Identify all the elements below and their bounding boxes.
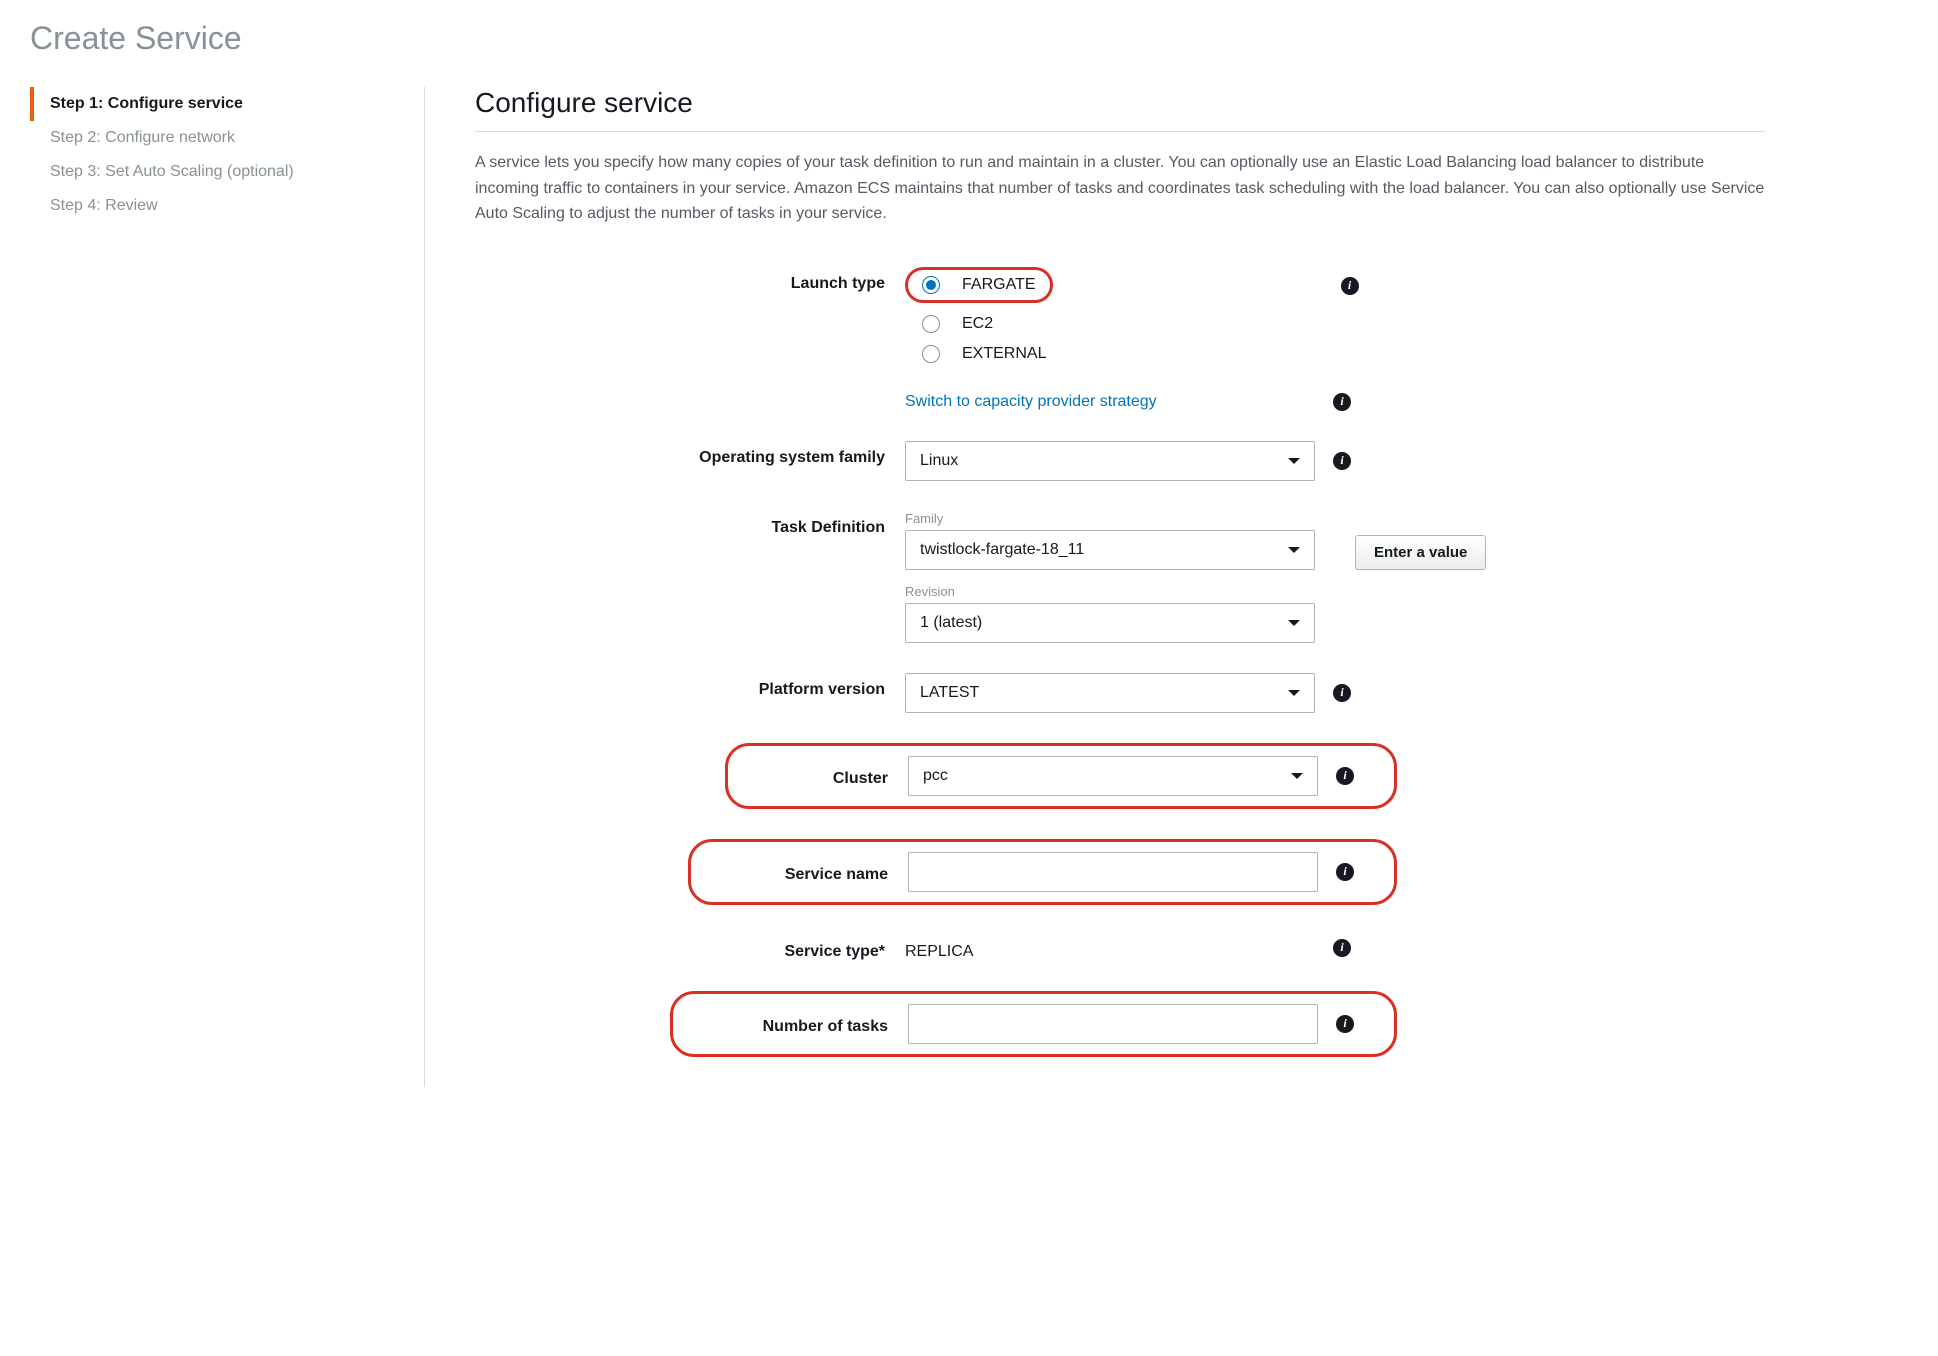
number-of-tasks-input[interactable]: [908, 1004, 1318, 1044]
capacity-provider-link[interactable]: Switch to capacity provider strategy: [905, 393, 1315, 411]
os-family-value: Linux: [920, 452, 958, 470]
radio-external-label: EXTERNAL: [962, 345, 1046, 363]
launch-type-radio-group: FARGATE EC2 EXTERNAL: [905, 267, 1053, 363]
cluster-highlight: Cluster pcc i: [725, 743, 1397, 809]
launch-type-label: Launch type: [475, 267, 905, 293]
main-content: Configure service A service lets you spe…: [425, 87, 1765, 1087]
enter-value-button[interactable]: Enter a value: [1355, 535, 1486, 570]
chevron-down-icon: [1291, 773, 1303, 779]
launch-type-fargate-highlight: FARGATE: [905, 267, 1053, 303]
chevron-down-icon: [1288, 547, 1300, 553]
step-configure-service[interactable]: Step 1: Configure service: [30, 87, 404, 121]
step-review[interactable]: Step 4: Review: [30, 189, 404, 223]
number-of-tasks-highlight: Number of tasks i: [670, 991, 1397, 1057]
info-icon[interactable]: i: [1333, 939, 1351, 957]
info-icon[interactable]: i: [1336, 767, 1354, 785]
family-sublabel: Family: [905, 511, 1315, 526]
page-title: Create Service: [30, 20, 1908, 57]
info-icon[interactable]: i: [1336, 863, 1354, 881]
radio-fargate[interactable]: [922, 276, 940, 294]
task-family-select[interactable]: twistlock-fargate-18_11: [905, 530, 1315, 570]
radio-external[interactable]: [922, 345, 940, 363]
wizard-sidebar: Step 1: Configure service Step 2: Config…: [30, 87, 425, 1087]
service-name-input[interactable]: [908, 852, 1318, 892]
task-revision-select[interactable]: 1 (latest): [905, 603, 1315, 643]
info-icon[interactable]: i: [1336, 1015, 1354, 1033]
section-description: A service lets you specify how many copi…: [475, 150, 1765, 227]
info-icon[interactable]: i: [1333, 393, 1351, 411]
info-icon[interactable]: i: [1341, 277, 1359, 295]
radio-ec2-label: EC2: [962, 315, 993, 333]
task-family-value: twistlock-fargate-18_11: [920, 541, 1084, 559]
step-configure-network[interactable]: Step 2: Configure network: [30, 121, 404, 155]
platform-version-value: LATEST: [920, 684, 979, 702]
chevron-down-icon: [1288, 690, 1300, 696]
os-family-select[interactable]: Linux: [905, 441, 1315, 481]
service-name-highlight: Service name i: [688, 839, 1397, 905]
chevron-down-icon: [1288, 458, 1300, 464]
platform-version-select[interactable]: LATEST: [905, 673, 1315, 713]
number-of-tasks-label: Number of tasks: [689, 1012, 908, 1036]
cluster-value: pcc: [923, 767, 948, 785]
revision-sublabel: Revision: [905, 584, 1486, 599]
step-auto-scaling[interactable]: Step 3: Set Auto Scaling (optional): [30, 155, 404, 189]
task-definition-label: Task Definition: [475, 511, 905, 537]
platform-version-label: Platform version: [475, 673, 905, 699]
cluster-label: Cluster: [744, 764, 908, 788]
radio-ec2[interactable]: [922, 315, 940, 333]
service-type-label: Service type*: [475, 935, 905, 961]
service-name-label: Service name: [707, 860, 908, 884]
chevron-down-icon: [1288, 620, 1300, 626]
radio-fargate-label: FARGATE: [962, 276, 1036, 294]
os-family-label: Operating system family: [475, 441, 905, 467]
info-icon[interactable]: i: [1333, 452, 1351, 470]
task-revision-value: 1 (latest): [920, 614, 982, 632]
cluster-select[interactable]: pcc: [908, 756, 1318, 796]
section-title: Configure service: [475, 87, 1765, 132]
service-type-value: REPLICA: [905, 935, 1315, 961]
info-icon[interactable]: i: [1333, 684, 1351, 702]
